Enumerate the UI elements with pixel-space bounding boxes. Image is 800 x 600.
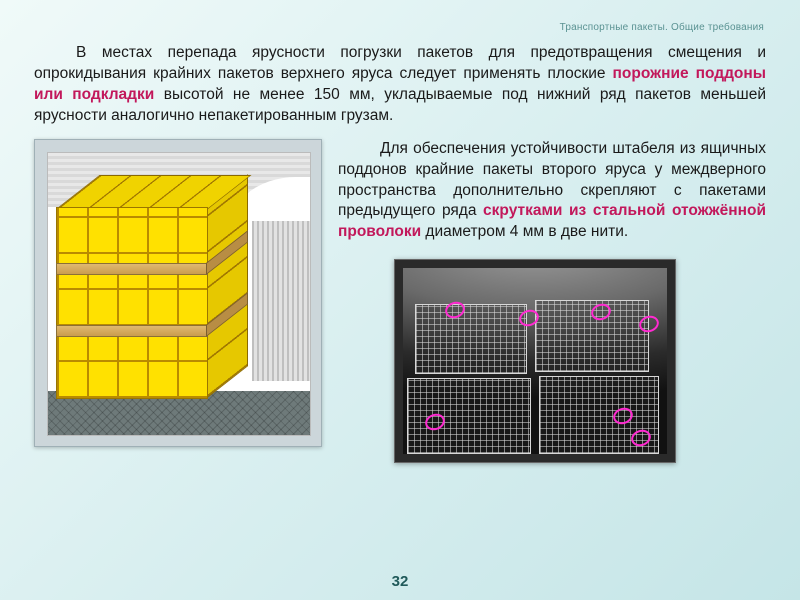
- pallet-illustration-canvas: [47, 152, 311, 436]
- slide-header: Транспортные пакеты. Общие требования: [34, 22, 764, 33]
- crate-photo: [394, 259, 676, 463]
- wall-right: [252, 221, 310, 381]
- para2-text-after: диаметром 4 мм в две нити.: [421, 223, 628, 240]
- wire-crate: [407, 378, 531, 454]
- right-column: Для обеспечения устойчивости штабеля из …: [338, 139, 766, 464]
- stack-front: [56, 207, 208, 399]
- pallet-strip: [56, 325, 208, 337]
- stack-side: [206, 174, 248, 399]
- content-row: Для обеспечения устойчивости штабеля из …: [34, 139, 766, 464]
- wire-crate: [415, 304, 527, 374]
- paragraph-2: Для обеспечения устойчивости штабеля из …: [338, 139, 766, 244]
- paragraph-1: В местах перепада ярусности погрузки пак…: [34, 43, 766, 127]
- page-number: 32: [0, 573, 800, 590]
- pallet-illustration: [34, 139, 322, 447]
- pallet-strip: [56, 263, 208, 275]
- box-stack: [56, 179, 246, 399]
- slide: Транспортные пакеты. Общие требования В …: [0, 0, 800, 600]
